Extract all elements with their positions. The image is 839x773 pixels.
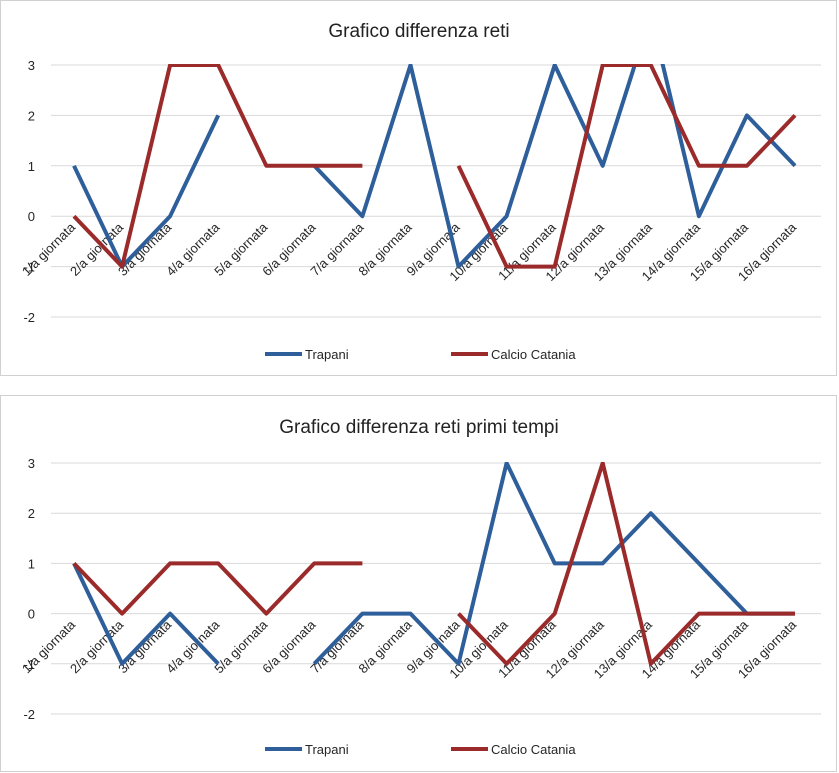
chart-panel-goal-difference: Grafico differenza reti -2 -1 0 1 2 3 1/a giorn… (0, 0, 837, 376)
chart-panel-first-half-goal-difference: Grafico differenza reti primi tempi -2 -1 0… (0, 395, 837, 772)
y-tick-label: 3 (28, 456, 35, 471)
series-line-trapani (72, 64, 797, 269)
series-line-calcio-catania (72, 462, 795, 666)
y-tick-label: 3 (28, 58, 35, 73)
chart-title: Grafico differenza reti (328, 21, 509, 42)
series-line-calcio-catania (72, 64, 797, 269)
y-tick-label: 2 (28, 506, 35, 521)
chart-title: Grafico differenza reti primi tempi (279, 417, 558, 438)
y-tick-label: 0 (28, 607, 35, 622)
y-tick-label: -1 (23, 260, 35, 275)
y-tick-label: 1 (28, 159, 35, 174)
legend-label: Calcio Catania (491, 347, 576, 362)
y-tick-label: -2 (23, 310, 35, 325)
legend-label: Calcio Catania (491, 742, 576, 757)
y-tick-label: -2 (23, 707, 35, 722)
y-tick-label: 0 (28, 209, 35, 224)
series-line-trapani (72, 462, 795, 666)
y-tick-label: 1 (28, 556, 35, 571)
legend-label: Trapani (305, 347, 349, 362)
chart-first-half-goal-difference: Grafico differenza reti primi tempi -2 -1 0… (19, 417, 821, 757)
legend-label: Trapani (305, 742, 349, 757)
y-tick-label: -1 (23, 657, 35, 672)
y-tick-label: 2 (28, 108, 35, 123)
